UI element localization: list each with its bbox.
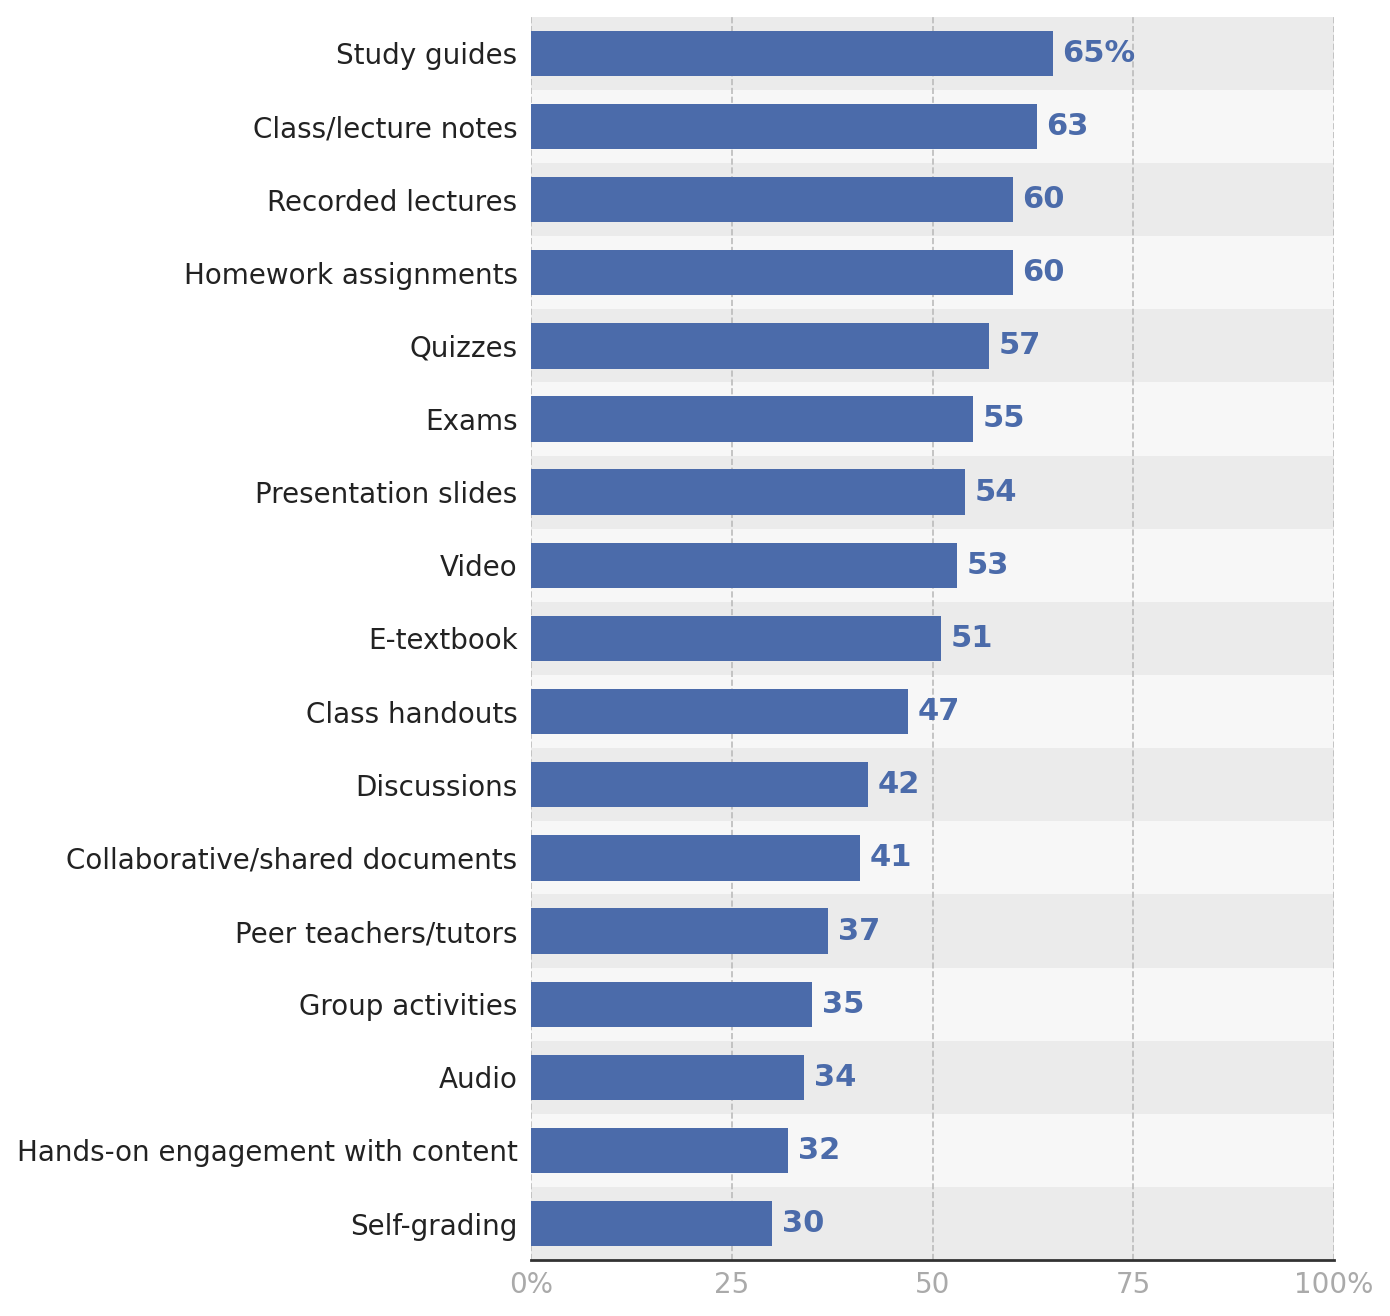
Text: 37: 37 (838, 916, 880, 945)
Text: 65%: 65% (1062, 38, 1136, 67)
Bar (531, 967, 1333, 1041)
Bar (531, 982, 812, 1026)
Bar (531, 176, 1013, 222)
Bar (531, 1187, 1333, 1261)
Text: 60: 60 (1023, 258, 1065, 287)
Bar (531, 895, 1333, 967)
Bar (531, 1041, 1333, 1113)
Text: 60: 60 (1023, 186, 1065, 215)
Text: 47: 47 (919, 697, 960, 726)
Bar (531, 163, 1333, 236)
Bar (531, 1128, 788, 1173)
Bar (531, 601, 1333, 675)
Bar (531, 529, 1333, 601)
Bar (531, 749, 1333, 821)
Bar (531, 30, 1052, 76)
Bar (531, 675, 1333, 749)
Bar (531, 542, 956, 588)
Bar (531, 821, 1333, 895)
Bar (531, 688, 909, 734)
Bar (531, 455, 1333, 529)
Text: 34: 34 (813, 1063, 856, 1092)
Bar (531, 324, 988, 368)
Bar (531, 89, 1333, 163)
Bar (531, 762, 869, 808)
Bar (531, 309, 1333, 383)
Bar (531, 250, 1013, 295)
Bar (531, 836, 860, 880)
Bar (531, 104, 1037, 149)
Bar (531, 383, 1333, 455)
Bar (531, 236, 1333, 309)
Bar (531, 396, 973, 442)
Text: 63: 63 (1047, 112, 1088, 141)
Text: 30: 30 (781, 1209, 824, 1238)
Text: 41: 41 (870, 844, 912, 873)
Bar (531, 616, 941, 661)
Text: 32: 32 (798, 1136, 840, 1165)
Text: 42: 42 (878, 770, 920, 799)
Text: 51: 51 (951, 624, 992, 653)
Bar (531, 17, 1333, 89)
Text: 54: 54 (974, 478, 1016, 507)
Text: 53: 53 (966, 551, 1009, 580)
Bar (531, 908, 828, 954)
Text: 55: 55 (983, 404, 1024, 433)
Text: 35: 35 (821, 990, 865, 1019)
Bar (531, 1054, 805, 1100)
Bar (531, 470, 965, 515)
Bar (531, 1202, 771, 1246)
Bar (531, 1113, 1333, 1187)
Text: 57: 57 (998, 332, 1041, 361)
